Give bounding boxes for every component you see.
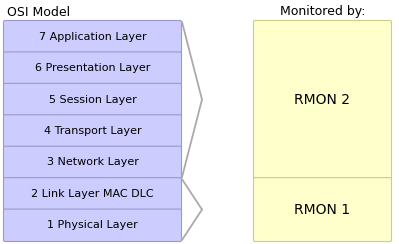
- FancyBboxPatch shape: [4, 146, 182, 179]
- Text: 5 Session Layer: 5 Session Layer: [49, 95, 136, 105]
- Text: OSI Model: OSI Model: [7, 6, 70, 19]
- FancyBboxPatch shape: [253, 20, 391, 179]
- FancyBboxPatch shape: [4, 83, 182, 116]
- Text: 3 Network Layer: 3 Network Layer: [47, 157, 138, 167]
- Text: 1 Physical Layer: 1 Physical Layer: [47, 220, 138, 230]
- FancyBboxPatch shape: [4, 209, 182, 242]
- FancyBboxPatch shape: [4, 115, 182, 147]
- FancyBboxPatch shape: [4, 178, 182, 210]
- FancyBboxPatch shape: [4, 20, 182, 53]
- Text: RMON 1: RMON 1: [294, 203, 351, 217]
- Text: RMON 2: RMON 2: [294, 92, 350, 107]
- Text: 2 Link Layer MAC DLC: 2 Link Layer MAC DLC: [31, 189, 154, 199]
- Text: 6 Presentation Layer: 6 Presentation Layer: [35, 63, 150, 73]
- FancyBboxPatch shape: [253, 178, 391, 242]
- FancyBboxPatch shape: [4, 52, 182, 84]
- Text: 4 Transport Layer: 4 Transport Layer: [43, 126, 141, 136]
- Text: Monitored by:: Monitored by:: [280, 6, 365, 19]
- Text: 7 Application Layer: 7 Application Layer: [39, 32, 146, 42]
